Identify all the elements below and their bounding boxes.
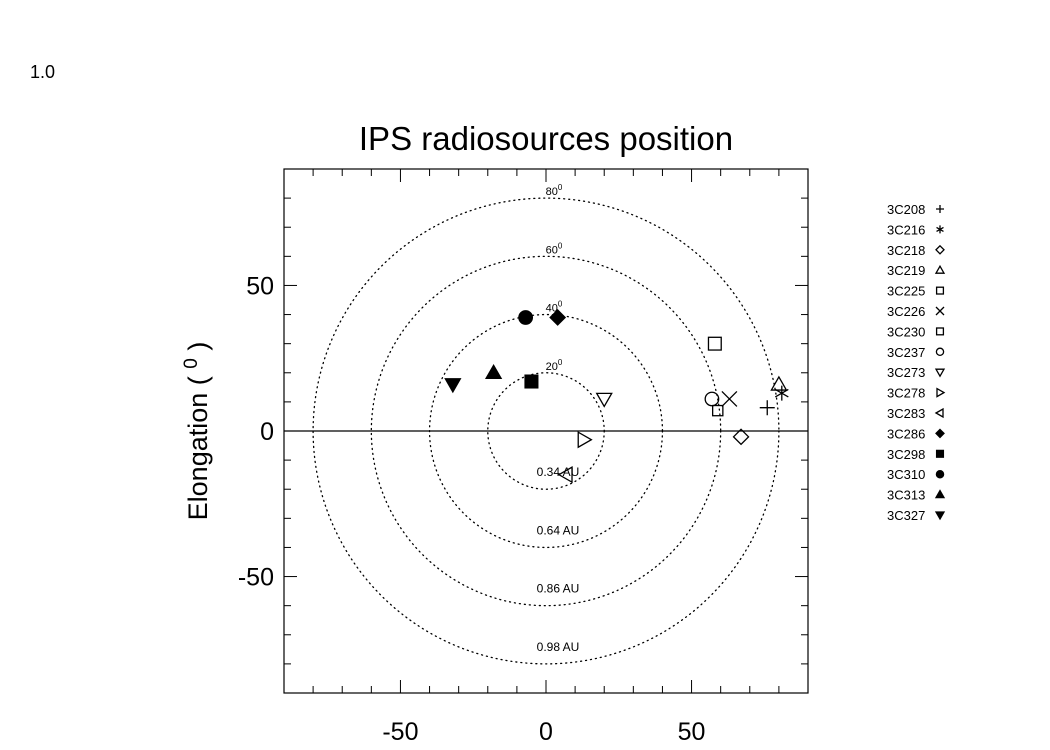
- legend-label: 3C216: [887, 222, 925, 237]
- data-point: [577, 431, 593, 449]
- legend-marker: [935, 469, 945, 479]
- legend-marker: [935, 428, 945, 439]
- legend-marker: [936, 205, 944, 213]
- data-point: [721, 391, 738, 407]
- legend-label: 3C237: [887, 345, 925, 360]
- distance-label: 0.64 AU: [537, 523, 580, 537]
- data-point: [524, 374, 539, 389]
- tick-labels: -50 0 50 -50 0 50: [238, 272, 706, 746]
- data-point: [518, 310, 534, 325]
- legend-label: 3C226: [887, 304, 925, 319]
- legend-marker: [936, 387, 946, 398]
- angle-label: 200: [546, 358, 563, 373]
- x-tick-label: -50: [382, 718, 418, 746]
- data-point: [732, 428, 750, 446]
- y-tick-label: 0: [260, 418, 274, 446]
- legend-label: 3C225: [887, 284, 925, 299]
- legend-label: 3C310: [887, 467, 925, 482]
- legend-marker: [934, 264, 946, 274]
- legend-marker: [935, 306, 945, 316]
- legend-marker: [934, 407, 944, 419]
- legend-label: 3C230: [887, 324, 925, 339]
- legend-marker: [936, 225, 944, 234]
- data-point: [759, 400, 775, 416]
- corner-label: 1.0: [30, 62, 56, 82]
- data-point: [770, 375, 788, 391]
- legend: 3C208 3C216 3C218 3C219 3C225 3C226 3C230 3C237…: [887, 202, 946, 523]
- y-tick-label: 50: [246, 272, 274, 300]
- angle-label: 600: [546, 241, 563, 256]
- y-axis-label: Elongation ( 0 ): [181, 342, 213, 521]
- legend-label: 3C327: [887, 508, 925, 523]
- legend-marker: [935, 327, 945, 336]
- legend-label: 3C286: [887, 426, 925, 441]
- legend-label: 3C313: [887, 488, 925, 503]
- legend-label: 3C219: [887, 263, 925, 278]
- data-point: [484, 363, 503, 380]
- legend-marker: [934, 368, 946, 378]
- x-tick-label: 50: [678, 718, 706, 746]
- legend-marker: [935, 449, 945, 458]
- angle-label: 800: [546, 183, 563, 198]
- chart-title: IPS radiosources position: [359, 120, 733, 157]
- y-tick-label: -50: [238, 564, 274, 592]
- legend-label: 3C283: [887, 406, 925, 421]
- legend-marker: [934, 489, 946, 499]
- data-point: [712, 404, 724, 417]
- data-point: [704, 391, 720, 407]
- data-point: [557, 466, 573, 484]
- distance-label: 0.86 AU: [537, 582, 580, 596]
- data-point: [707, 336, 722, 351]
- data-points: [444, 309, 789, 484]
- distance-label: 0.98 AU: [537, 640, 580, 654]
- data-point: [549, 309, 567, 326]
- legend-label: 3C278: [887, 386, 925, 401]
- legend-marker: [934, 511, 946, 521]
- legend-marker: [935, 347, 945, 357]
- legend-label: 3C218: [887, 243, 925, 258]
- legend-marker: [935, 244, 945, 255]
- data-point: [595, 392, 613, 408]
- x-tick-label: 0: [539, 718, 553, 746]
- distance-label: 0.34 AU: [537, 465, 580, 479]
- data-point: [444, 378, 462, 394]
- legend-marker: [935, 286, 945, 295]
- legend-label: 3C273: [887, 365, 925, 380]
- legend-label: 3C298: [887, 447, 925, 462]
- legend-label: 3C208: [887, 202, 925, 217]
